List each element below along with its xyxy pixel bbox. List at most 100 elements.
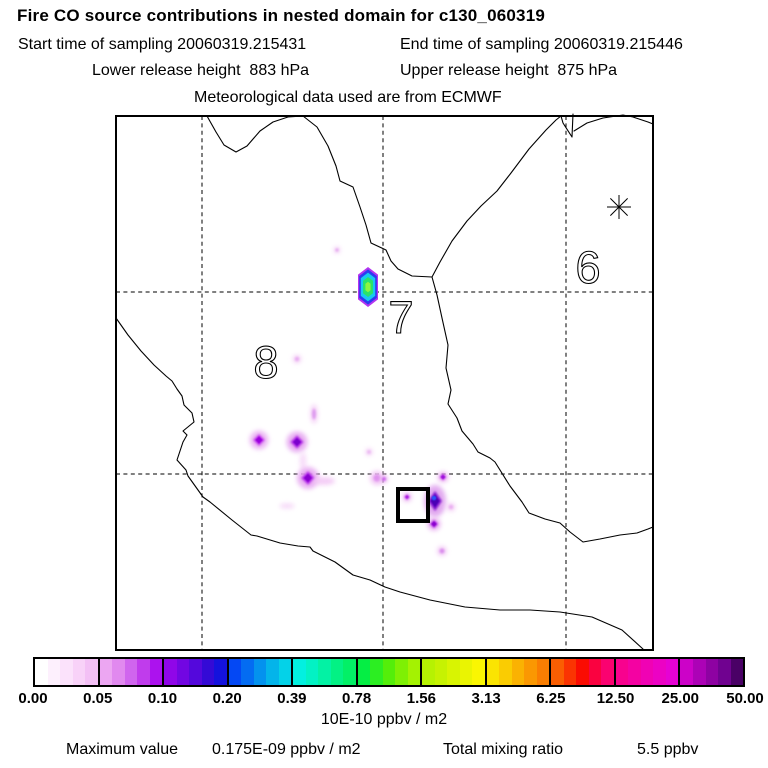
coastline-top-notch	[560, 113, 574, 138]
page-title: Fire CO source contributions in nested d…	[17, 6, 546, 25]
max-value-number: 0.175E-09 ppbv / m2	[212, 741, 361, 758]
colorbar-cell	[563, 659, 577, 685]
colorbar-segment	[613, 659, 679, 685]
colorbar-cell	[472, 659, 485, 685]
coastline-east	[431, 276, 654, 543]
coastline-gulf-north	[206, 115, 562, 278]
colorbar-cell	[241, 659, 254, 685]
colorbar-segment	[355, 659, 421, 685]
colorbar-cell	[576, 659, 589, 685]
colorbar-segment	[97, 659, 163, 685]
colorbar-cell	[149, 659, 163, 685]
colorbar-tick-label: 6.25	[536, 690, 566, 707]
colorbar-cell	[228, 659, 242, 685]
colorbar-cell	[72, 659, 86, 685]
colorbar-segment	[484, 659, 550, 685]
upper-release-text: Upper release height 875 hPa	[400, 62, 618, 79]
colorbar-cell	[201, 659, 215, 685]
colorbar-tick-label: 12.50	[596, 690, 635, 707]
colorbar-cell	[395, 659, 408, 685]
colorbar-tick-label: 0.05	[83, 690, 113, 707]
colorbar-cell	[692, 659, 706, 685]
colorbar-segment	[291, 659, 356, 685]
colorbar-tick-label: 50.00	[726, 690, 764, 707]
colorbar	[33, 657, 745, 687]
digit-label-8: 8	[253, 337, 278, 388]
colorbar-cell	[705, 659, 719, 685]
colorbar-cell	[551, 659, 564, 685]
colorbar-tick-label: 0.10	[147, 690, 178, 707]
colorbar-cell	[434, 659, 448, 685]
colorbar-cell	[305, 659, 319, 685]
map-border	[115, 115, 654, 651]
colorbar-tick-label: 0.78	[342, 690, 372, 707]
receptor-box	[396, 487, 430, 523]
coastline-pacific	[115, 317, 644, 650]
colorbar-segment	[162, 659, 227, 685]
colorbar-cell	[588, 659, 602, 685]
colorbar-cell	[628, 659, 641, 685]
receptor-asterisk-icon	[607, 195, 631, 219]
met-data-text: Meteorological data used are from ECMWF	[194, 89, 502, 106]
colorbar-cell	[499, 659, 512, 685]
concentration-blobs	[249, 246, 456, 556]
colorbar-segment	[35, 659, 98, 685]
colorbar-cell	[293, 659, 306, 685]
colorbar-cell	[330, 659, 344, 685]
total-mixing-ratio-label: Total mixing ratio	[443, 741, 564, 758]
colorbar-cell	[640, 659, 654, 685]
colorbar-cell	[459, 659, 473, 685]
trajectory-digit-labels: 6 7 8	[253, 241, 601, 388]
digit-label-6: 6	[575, 242, 600, 293]
colorbar-cell	[176, 659, 190, 685]
colorbar-tick-label: 0.00	[18, 690, 48, 707]
digit-label-7: 7	[388, 292, 413, 343]
total-mixing-ratio-number: 5.5 ppbv	[637, 741, 699, 758]
colorbar-cell	[718, 659, 731, 685]
colorbar-cell	[536, 659, 550, 685]
colorbar-cell	[60, 659, 73, 685]
colorbar-cell	[47, 659, 61, 685]
colorbar-cell	[266, 659, 279, 685]
colorbar-cell	[35, 659, 48, 685]
footer-stats: Maximum value 0.175E-09 ppbv / m2 Total …	[0, 741, 768, 761]
colorbar-cell	[164, 659, 177, 685]
colorbar-cell	[137, 659, 150, 685]
colorbar-cell	[730, 659, 744, 685]
colorbar-cell	[524, 659, 537, 685]
colorbar-cell	[214, 659, 227, 685]
graticule-gridlines	[116, 116, 653, 650]
colorbar-cell	[615, 659, 629, 685]
start-time-text: Start time of sampling 20060319.215431	[18, 36, 307, 53]
colorbar-cell	[653, 659, 666, 685]
lower-release-text: Lower release height 883 hPa	[92, 62, 310, 79]
colorbar-tick-label: 0.39	[277, 690, 307, 707]
colorbar-cell	[99, 659, 113, 685]
colorbar-cell	[189, 659, 202, 685]
peak-hexagon-cell	[358, 267, 378, 307]
colorbar-cell	[253, 659, 267, 685]
colorbar-tick-label: 3.13	[471, 690, 501, 707]
colorbar-cell	[357, 659, 371, 685]
colorbar-cell	[318, 659, 331, 685]
colorbar-tick-label: 0.20	[212, 690, 242, 707]
colorbar-tick-label: 1.56	[406, 690, 436, 707]
colorbar-cell	[447, 659, 460, 685]
coastline-top-right	[573, 114, 654, 132]
colorbar-cell	[85, 659, 98, 685]
colorbar-segment	[549, 659, 614, 685]
colorbar-tick-labels: 0.00 0.05 0.10 0.20 0.39 0.78 1.56 3.13 6.25 12.5…	[18, 690, 763, 708]
colorbar-cell	[382, 659, 396, 685]
colorbar-cell	[124, 659, 138, 685]
colorbar-segment	[420, 659, 485, 685]
colorbar-cell	[278, 659, 292, 685]
end-time-text: End time of sampling 20060319.215446	[400, 36, 683, 53]
colorbar-segment	[226, 659, 292, 685]
colorbar-tick-label: 25.00	[661, 690, 700, 707]
colorbar-cell	[112, 659, 125, 685]
colorbar-cell	[422, 659, 435, 685]
colorbar-cell	[486, 659, 500, 685]
colorbar-cell	[601, 659, 614, 685]
max-value-label: Maximum value	[66, 741, 179, 758]
